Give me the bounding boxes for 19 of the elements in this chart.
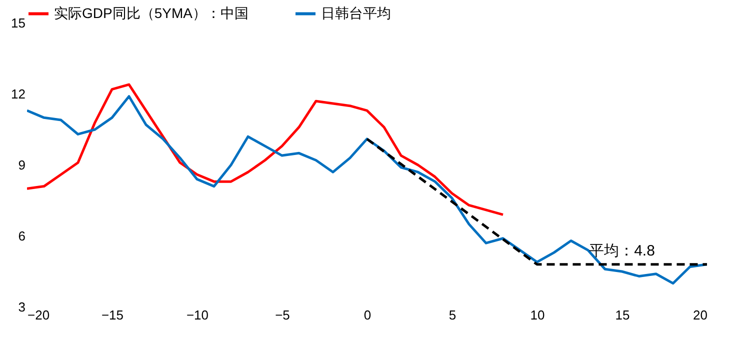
line-series xyxy=(27,83,504,216)
x-tick-label: 20 xyxy=(693,308,708,322)
x-tick-label: 5 xyxy=(448,308,456,322)
line-series xyxy=(27,95,707,285)
legend-label: 日韩台平均 xyxy=(321,4,391,21)
x-tick-label: 0 xyxy=(364,308,372,322)
annotation: 平均：4.8 xyxy=(589,242,655,260)
x-tick-label: −10 xyxy=(186,308,209,322)
x-tick-label: −20 xyxy=(28,308,50,322)
y-tick-label: 15 xyxy=(11,16,26,30)
x-tick-label: 10 xyxy=(530,308,545,322)
x-tick-label: −15 xyxy=(101,308,124,322)
y-tick-label: 6 xyxy=(18,228,26,244)
y-tick-label: 12 xyxy=(11,86,26,102)
legend-label: 实际GDP同比（5YMA）：中国 xyxy=(54,4,248,21)
x-tick-label: 15 xyxy=(615,308,630,322)
x-tick-label: −5 xyxy=(275,308,290,322)
y-tick-label: 3 xyxy=(18,300,26,314)
y-tick-label: 9 xyxy=(18,158,26,172)
